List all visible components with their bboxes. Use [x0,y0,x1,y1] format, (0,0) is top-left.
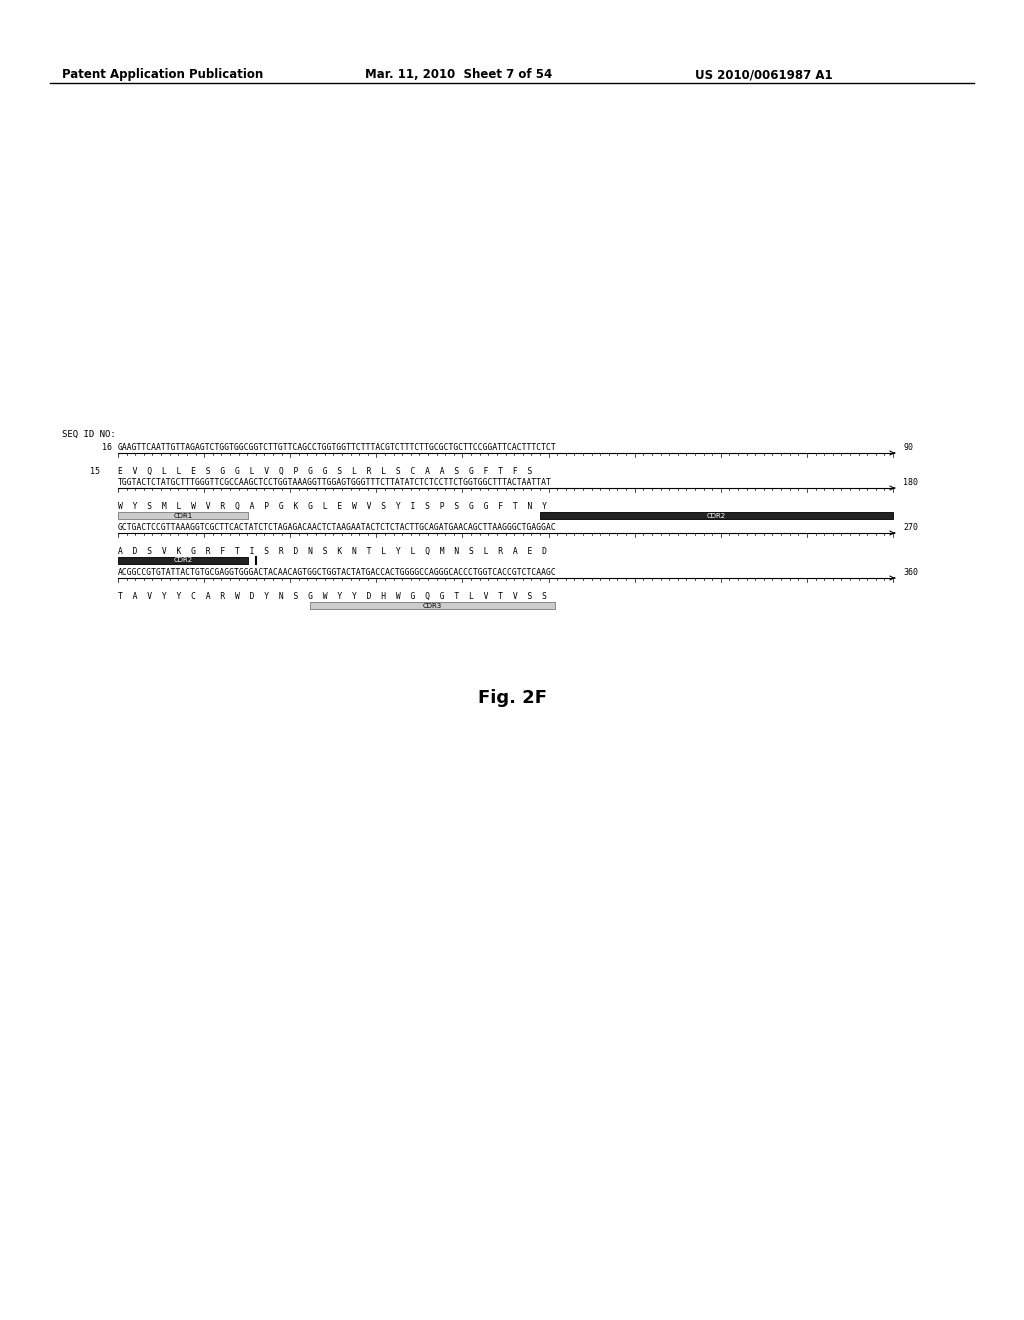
Text: Fig. 2F: Fig. 2F [477,689,547,708]
Text: GCTGACTCCGTTAAAGGTCGCTTCACTATCTCTAGAGACAACTCTAAGAATACTCTCTACTTGCAGATGAACAGCTTAAG: GCTGACTCCGTTAAAGGTCGCTTCACTATCTCTAGAGACA… [118,523,557,532]
Text: 360: 360 [903,568,918,577]
Text: CDR2: CDR2 [707,512,726,519]
Bar [118,557,248,564]
Bar [310,602,555,609]
Text: GAAGTTCAATTGTTAGAGTCTGGTGGCGGTCTTGTTCAGCCTGGTGGTTCTTTACGTCTTTCTTGCGCTGCTTCCGGATT: GAAGTTCAATTGTTAGAGTCTGGTGGCGGTCTTGTTCAGC… [118,444,557,451]
Bar [540,512,893,519]
Bar [118,512,248,519]
Text: Mar. 11, 2010  Sheet 7 of 54: Mar. 11, 2010 Sheet 7 of 54 [365,69,552,81]
Text: CDR1: CDR1 [173,512,193,519]
Text: E  V  Q  L  L  E  S  G  G  L  V  Q  P  G  G  S  L  R  L  S  C  A  A  S  G  F  T : E V Q L L E S G G L V Q P G G S L R L S … [118,467,532,477]
Text: 90: 90 [903,444,913,451]
Text: SEQ ID NO:: SEQ ID NO: [62,430,116,440]
Text: 15: 15 [90,467,100,477]
Text: US 2010/0061987 A1: US 2010/0061987 A1 [695,69,833,81]
Text: 270: 270 [903,523,918,532]
Text: 16: 16 [102,444,112,451]
Text: TGGTACTCTATGCTTTGGGTTCGCCAAGCTCCTGGTAAAGGTTGGAGTGGGTTTCTTATATCTCTCCTTCTGGTGGCTTT: TGGTACTCTATGCTTTGGGTTCGCCAAGCTCCTGGTAAAG… [118,478,552,487]
Text: W  Y  S  M  L  W  V  R  Q  A  P  G  K  G  L  E  W  V  S  Y  I  S  P  S  G  G  F : W Y S M L W V R Q A P G K G L E W V S Y … [118,502,547,511]
Text: T  A  V  Y  Y  C  A  R  W  D  Y  N  S  G  W  Y  Y  D  H  W  G  Q  G  T  L  V  T : T A V Y Y C A R W D Y N S G W Y Y D H W … [118,591,547,601]
Text: CDR3: CDR3 [423,602,442,609]
Text: Patent Application Publication: Patent Application Publication [62,69,263,81]
Text: A  D  S  V  K  G  R  F  T  I  S  R  D  N  S  K  N  T  L  Y  L  Q  M  N  S  L  R : A D S V K G R F T I S R D N S K N T L Y … [118,546,547,556]
Text: ACGGCCGTGTATTACTGTGCGAGGTGGGACTACAACAGTGGCTGGTACTATGACCACTGGGGCCAGGGCACCCTGGTCAC: ACGGCCGTGTATTACTGTGCGAGGTGGGACTACAACAGTG… [118,568,557,577]
Text: 180: 180 [903,478,918,487]
Text: CDR2: CDR2 [173,557,193,564]
